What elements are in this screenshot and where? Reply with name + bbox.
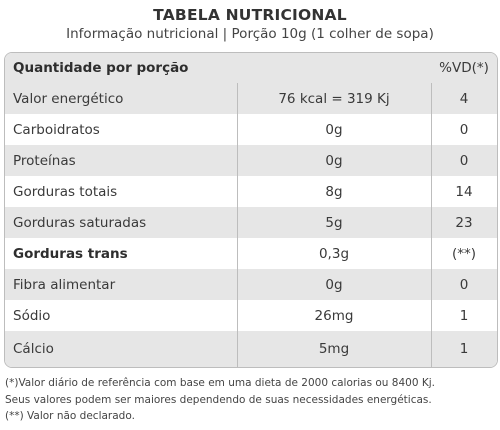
nutrient-vd: 23 xyxy=(455,214,473,231)
header-vd-label: %VD(*) xyxy=(439,60,489,76)
nutrient-vd: 4 xyxy=(459,90,469,107)
table-row: Gorduras totais 8g 14 xyxy=(5,176,497,207)
nutrient-quantity: 0,3g xyxy=(318,245,350,262)
nutrient-name: Proteínas xyxy=(13,152,76,169)
nutrient-name: Carboidratos xyxy=(13,121,100,138)
table-row: Fibra alimentar 0g 0 xyxy=(5,269,497,300)
footnote: (**) Valor não declarado. xyxy=(5,410,135,422)
nutrient-vd: 0 xyxy=(459,276,469,293)
nutrient-name: Cálcio xyxy=(13,341,54,357)
nutrient-name: Gorduras trans xyxy=(13,245,128,262)
nutrient-vd: 1 xyxy=(459,341,469,357)
page-subtitle: Informação nutricional | Porção 10g (1 c… xyxy=(66,26,434,42)
table-row: Proteínas 0g 0 xyxy=(5,145,497,176)
footnotes: (*)Valor diário de referência com base e… xyxy=(5,375,495,425)
column-divider xyxy=(431,83,432,367)
nutrient-quantity: 5mg xyxy=(318,341,350,357)
nutrient-quantity: 76 kcal = 319 Kj xyxy=(278,90,390,107)
table-row: Carboidratos 0g 0 xyxy=(5,114,497,145)
nutrient-quantity: 26mg xyxy=(314,307,354,324)
header-quantity-label: Quantidade por porção xyxy=(13,60,189,76)
column-divider xyxy=(237,83,238,367)
nutrition-table: Quantidade por porção %VD(*) Valor energ… xyxy=(4,52,498,368)
footnote: (*)Valor diário de referência com base e… xyxy=(5,377,435,389)
table-row: Cálcio 5mg 1 xyxy=(5,331,497,367)
table-row: Gorduras trans 0,3g (**) xyxy=(5,238,497,269)
nutrient-name: Sódio xyxy=(13,307,51,324)
nutrient-quantity: 5g xyxy=(325,214,343,231)
table-row: Gorduras saturadas 5g 23 xyxy=(5,207,497,238)
nutrient-vd: (**) xyxy=(451,245,477,262)
page-title: TABELA NUTRICIONAL xyxy=(153,6,347,24)
nutrient-name: Fibra alimentar xyxy=(13,276,116,293)
table-header-row: Quantidade por porção %VD(*) xyxy=(5,53,497,83)
nutrient-vd: 14 xyxy=(455,183,473,200)
nutrient-name: Valor energético xyxy=(13,90,124,107)
nutrient-name: Gorduras saturadas xyxy=(13,214,147,231)
table-row: Sódio 26mg 1 xyxy=(5,300,497,331)
nutrient-quantity: 0g xyxy=(325,276,343,293)
nutrient-quantity: 0g xyxy=(325,121,343,138)
footnote: Seus valores podem ser maiores dependend… xyxy=(5,393,432,406)
nutrient-name: Gorduras totais xyxy=(13,183,118,200)
nutrient-quantity: 8g xyxy=(325,183,343,200)
nutrient-vd: 0 xyxy=(459,152,469,169)
table-row: Valor energético 76 kcal = 319 Kj 4 xyxy=(5,83,497,114)
nutrient-vd: 0 xyxy=(459,121,469,138)
nutrient-vd: 1 xyxy=(459,307,469,324)
nutrient-quantity: 0g xyxy=(325,152,343,169)
